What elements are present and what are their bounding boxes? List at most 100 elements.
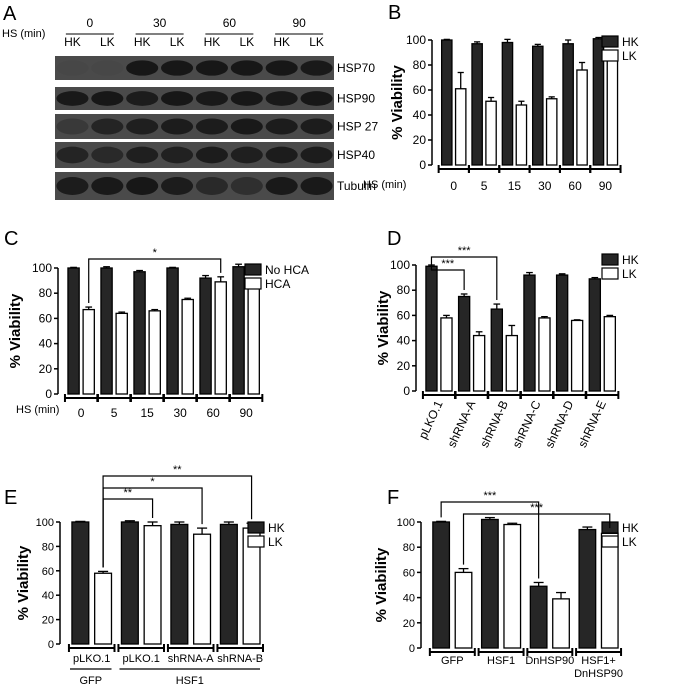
bar-series1 (71, 521, 90, 645)
x-category-label: HSF1+ DnHSP90 (574, 655, 623, 680)
legend-swatch (244, 277, 262, 290)
y-tick-label: 60 (397, 308, 411, 322)
bar-series1 (578, 528, 597, 649)
blot-band (230, 60, 263, 76)
x-category-label: 0 (78, 406, 85, 420)
blot-band (126, 60, 159, 76)
x-category-label: 90 (239, 406, 253, 420)
bar-series1 (562, 43, 574, 166)
legend-swatch (601, 49, 619, 62)
x-category-label: shRNA-B (217, 653, 263, 665)
y-axis-label: % Viability (373, 547, 390, 622)
y-tick-label: 60 (39, 311, 53, 325)
x-axis-label: HS (min) (363, 179, 406, 191)
y-axis-label: % Viability (7, 293, 24, 368)
y-tick-label: 40 (39, 337, 53, 351)
y-tick-label: 20 (403, 618, 415, 630)
x-category-label: pLKO.1 (73, 653, 110, 665)
x-category-line: DnHSP90 (574, 668, 623, 680)
x-category-label: 15 (140, 406, 154, 420)
legend-label: LK (622, 535, 637, 549)
significance-label: *** (530, 502, 544, 514)
bar-series1 (471, 43, 483, 166)
significance-bracket (102, 475, 253, 568)
blot-band (161, 146, 194, 164)
x-category-label: shRNA-A (168, 653, 215, 665)
blot-band (300, 60, 333, 76)
blot-band (230, 146, 263, 164)
bar-series2 (143, 525, 162, 645)
legend-label: LK (268, 535, 283, 549)
blot-band (91, 91, 124, 106)
bar-series2 (552, 598, 570, 649)
y-tick-label: 60 (403, 567, 415, 579)
bar-series1 (232, 266, 245, 395)
x-category-label: 30 (173, 406, 187, 420)
bar-series2 (515, 104, 528, 166)
y-tick-label: 0 (419, 158, 426, 172)
significance-label: * (153, 247, 158, 259)
blot-band (230, 177, 263, 195)
bar-series1 (199, 277, 212, 395)
blot-band (161, 177, 194, 195)
blot-band (126, 91, 159, 106)
legend-label: No HCA (265, 263, 309, 277)
time-label: 30 (153, 16, 167, 30)
lane-label: LK (170, 35, 185, 49)
blot-band (56, 91, 89, 106)
bar-panel-b: B 0 20 40 60 80 100 % Viability 0 5 15 30 60 90 HS (mi… (363, 2, 639, 193)
significance-label: * (150, 476, 155, 488)
bar-series1 (425, 265, 438, 392)
bar-series2 (485, 100, 497, 166)
panel-letter-f: F (387, 487, 399, 509)
x-category-label: shRNA-C (510, 398, 544, 450)
bar-series1 (440, 39, 453, 166)
blot-band (161, 118, 194, 135)
bar-series2 (181, 298, 194, 395)
bar-series2 (472, 334, 486, 392)
legend-label: HK (622, 521, 639, 535)
x-category-label: 5 (111, 406, 118, 420)
blot-band (300, 91, 333, 106)
blot-band (300, 146, 333, 164)
y-tick-label: 80 (397, 283, 411, 297)
blot-row-label: Tubulin (337, 179, 376, 193)
legend-label: HK (268, 521, 285, 535)
bar-series2 (503, 523, 522, 649)
blot-strip (55, 87, 334, 110)
significance-bracket (88, 258, 222, 304)
blot-band (91, 146, 124, 164)
blot-band (56, 177, 89, 195)
x-category-label: GFP (441, 655, 464, 667)
bar-series1 (170, 523, 189, 645)
blot-band (265, 146, 298, 164)
bar-series1 (555, 274, 569, 392)
y-tick-label: 20 (42, 615, 54, 627)
blot-band (91, 177, 124, 195)
x-category-label: 30 (538, 179, 552, 193)
y-tick-label: 100 (390, 258, 410, 272)
bar-series2 (148, 310, 161, 395)
significance-bracket (430, 261, 465, 290)
y-tick-label: 0 (403, 384, 410, 398)
blot-band (126, 177, 159, 195)
panel-letter-c: C (4, 228, 18, 250)
bar-series2 (603, 316, 617, 392)
bar-series1 (480, 518, 499, 649)
y-tick-label: 0 (48, 639, 54, 651)
y-tick-label: 20 (397, 359, 411, 373)
blot-band (91, 118, 124, 135)
blot-band (265, 177, 298, 195)
legend-swatch (601, 535, 619, 548)
x-category-label: 90 (599, 179, 613, 193)
legend-swatch (601, 267, 619, 280)
y-tick-label: 60 (413, 83, 427, 97)
y-tick-label: 100 (397, 517, 415, 529)
blot-row-label: HSP 27 (337, 120, 378, 134)
x-category-label: pLKO.1 (123, 653, 160, 665)
time-label: 0 (87, 16, 94, 30)
bar-series2 (454, 88, 467, 166)
blot-row-label: HSP40 (337, 148, 375, 162)
